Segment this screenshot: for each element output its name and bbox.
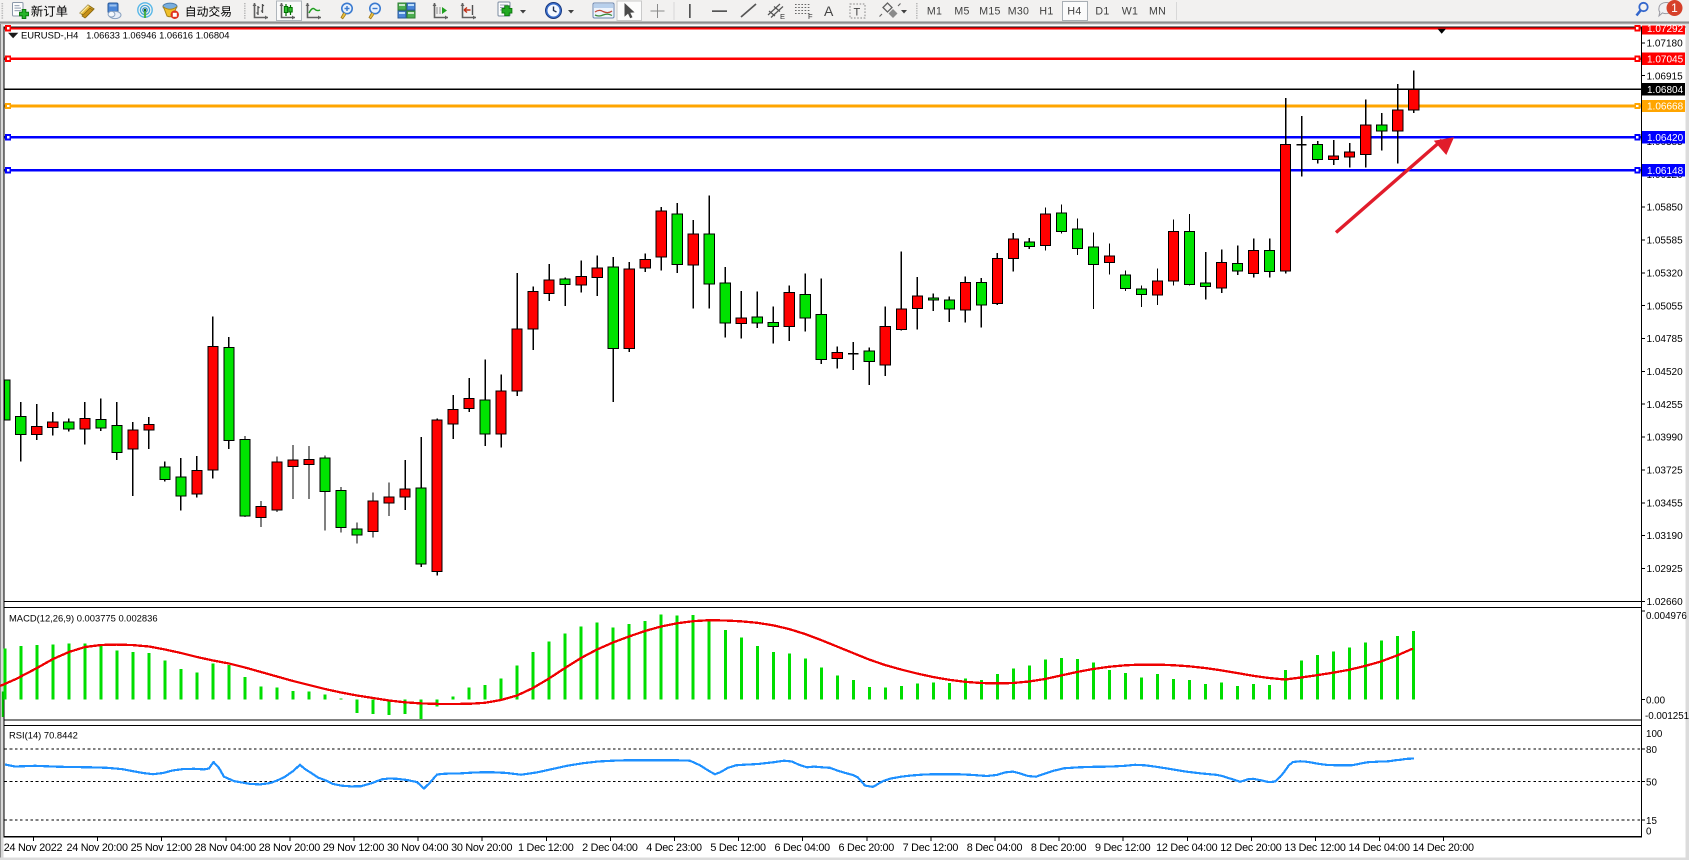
svg-text:A: A bbox=[824, 3, 834, 19]
svg-text:1.06804: 1.06804 bbox=[1647, 85, 1684, 96]
svg-text:1.02660: 1.02660 bbox=[1647, 597, 1684, 608]
svg-text:1.07292: 1.07292 bbox=[1647, 24, 1684, 35]
svg-text:1.07045: 1.07045 bbox=[1647, 54, 1684, 65]
svg-text:D1: D1 bbox=[1095, 6, 1109, 18]
svg-text:28 Nov 20:00: 28 Nov 20:00 bbox=[259, 842, 320, 854]
svg-text:MN: MN bbox=[1149, 6, 1166, 18]
svg-text:28 Nov 04:00: 28 Nov 04:00 bbox=[195, 842, 256, 854]
svg-text:M30: M30 bbox=[1008, 6, 1030, 18]
svg-text:0.004976: 0.004976 bbox=[1646, 611, 1687, 622]
svg-text:14 Dec 04:00: 14 Dec 04:00 bbox=[1348, 842, 1409, 854]
svg-text:0: 0 bbox=[1646, 827, 1652, 838]
svg-text:9 Dec 12:00: 9 Dec 12:00 bbox=[1095, 842, 1151, 854]
svg-text:6 Dec 04:00: 6 Dec 04:00 bbox=[774, 842, 830, 854]
svg-text:5 Dec 12:00: 5 Dec 12:00 bbox=[710, 842, 766, 854]
svg-text:50: 50 bbox=[1646, 778, 1657, 789]
svg-text:14 Dec 20:00: 14 Dec 20:00 bbox=[1413, 842, 1474, 854]
svg-text:100: 100 bbox=[1646, 729, 1663, 740]
svg-text:1.04785: 1.04785 bbox=[1647, 334, 1684, 345]
svg-text:30 Nov 04:00: 30 Nov 04:00 bbox=[387, 842, 448, 854]
svg-text:W1: W1 bbox=[1122, 6, 1139, 18]
svg-text:1.05585: 1.05585 bbox=[1647, 236, 1684, 247]
svg-text:MACD(12,26,9) 0.003775 0.00283: MACD(12,26,9) 0.003775 0.002836 bbox=[9, 613, 158, 624]
svg-text:1.03455: 1.03455 bbox=[1647, 498, 1684, 509]
svg-text:M15: M15 bbox=[979, 6, 1001, 18]
svg-text:M5: M5 bbox=[954, 6, 969, 18]
svg-text:1.06668: 1.06668 bbox=[1647, 102, 1684, 113]
svg-text:1.03990: 1.03990 bbox=[1647, 433, 1684, 444]
svg-text:H4: H4 bbox=[1067, 6, 1081, 18]
svg-text:12 Dec 04:00: 12 Dec 04:00 bbox=[1156, 842, 1217, 854]
svg-text:1.07180: 1.07180 bbox=[1647, 39, 1684, 50]
svg-text:80: 80 bbox=[1646, 745, 1657, 756]
svg-text:E: E bbox=[780, 12, 785, 21]
svg-text:F: F bbox=[808, 12, 813, 21]
svg-text:EURUSD-,H4 1.06633 1.06946 1: EURUSD-,H4 1.06633 1.06946 1.06616 1.068… bbox=[21, 30, 229, 41]
svg-text:24 Nov 2022: 24 Nov 2022 bbox=[4, 842, 63, 854]
svg-text:13 Dec 12:00: 13 Dec 12:00 bbox=[1284, 842, 1345, 854]
svg-text:4 Dec 23:00: 4 Dec 23:00 bbox=[646, 842, 702, 854]
svg-text:30 Nov 20:00: 30 Nov 20:00 bbox=[451, 842, 512, 854]
svg-text:12 Dec 20:00: 12 Dec 20:00 bbox=[1220, 842, 1281, 854]
svg-text:6 Dec 20:00: 6 Dec 20:00 bbox=[839, 842, 895, 854]
svg-text:1.03190: 1.03190 bbox=[1647, 531, 1684, 542]
svg-text:1.06915: 1.06915 bbox=[1647, 71, 1684, 82]
svg-text:1.06420: 1.06420 bbox=[1647, 133, 1684, 144]
svg-text:1.06148: 1.06148 bbox=[1647, 166, 1684, 177]
svg-text:8 Dec 04:00: 8 Dec 04:00 bbox=[967, 842, 1023, 854]
svg-text:2 Dec 04:00: 2 Dec 04:00 bbox=[582, 842, 638, 854]
svg-text:M1: M1 bbox=[927, 6, 942, 18]
svg-text:25 Nov 12:00: 25 Nov 12:00 bbox=[131, 842, 192, 854]
svg-text:24 Nov 20:00: 24 Nov 20:00 bbox=[66, 842, 127, 854]
svg-text:1.05320: 1.05320 bbox=[1647, 268, 1684, 279]
svg-text:1.04520: 1.04520 bbox=[1647, 367, 1684, 378]
svg-text:8 Dec 20:00: 8 Dec 20:00 bbox=[1031, 842, 1087, 854]
svg-text:T: T bbox=[854, 7, 861, 19]
svg-text:1.05850: 1.05850 bbox=[1647, 203, 1684, 214]
svg-text:-0.001251: -0.001251 bbox=[1645, 711, 1689, 722]
svg-text:7 Dec 12:00: 7 Dec 12:00 bbox=[903, 842, 959, 854]
svg-text:1: 1 bbox=[1671, 1, 1678, 15]
svg-text:29 Nov 12:00: 29 Nov 12:00 bbox=[323, 842, 384, 854]
svg-text:H1: H1 bbox=[1039, 6, 1053, 18]
svg-text:0.00: 0.00 bbox=[1646, 695, 1666, 706]
svg-text:RSI(14) 70.8442: RSI(14) 70.8442 bbox=[9, 730, 78, 741]
svg-text:1.05055: 1.05055 bbox=[1647, 301, 1684, 312]
svg-text:15: 15 bbox=[1646, 816, 1657, 827]
svg-text:1.04255: 1.04255 bbox=[1647, 400, 1684, 411]
svg-text:1.03725: 1.03725 bbox=[1647, 466, 1684, 477]
svg-text:1 Dec 12:00: 1 Dec 12:00 bbox=[518, 842, 574, 854]
svg-text:1.02925: 1.02925 bbox=[1647, 564, 1684, 575]
